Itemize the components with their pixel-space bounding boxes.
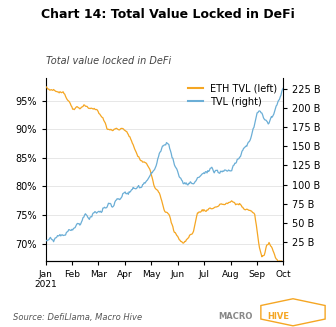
Text: HIVE: HIVE: [267, 312, 289, 321]
Legend: ETH TVL (left), TVL (right): ETH TVL (left), TVL (right): [187, 83, 279, 108]
Text: Source: DefiLlama, Macro Hive: Source: DefiLlama, Macro Hive: [13, 313, 142, 322]
Text: Total value locked in DeFi: Total value locked in DeFi: [46, 56, 171, 66]
Text: Chart 14: Total Value Locked in DeFi: Chart 14: Total Value Locked in DeFi: [41, 8, 295, 21]
Text: MACRO: MACRO: [218, 312, 253, 321]
